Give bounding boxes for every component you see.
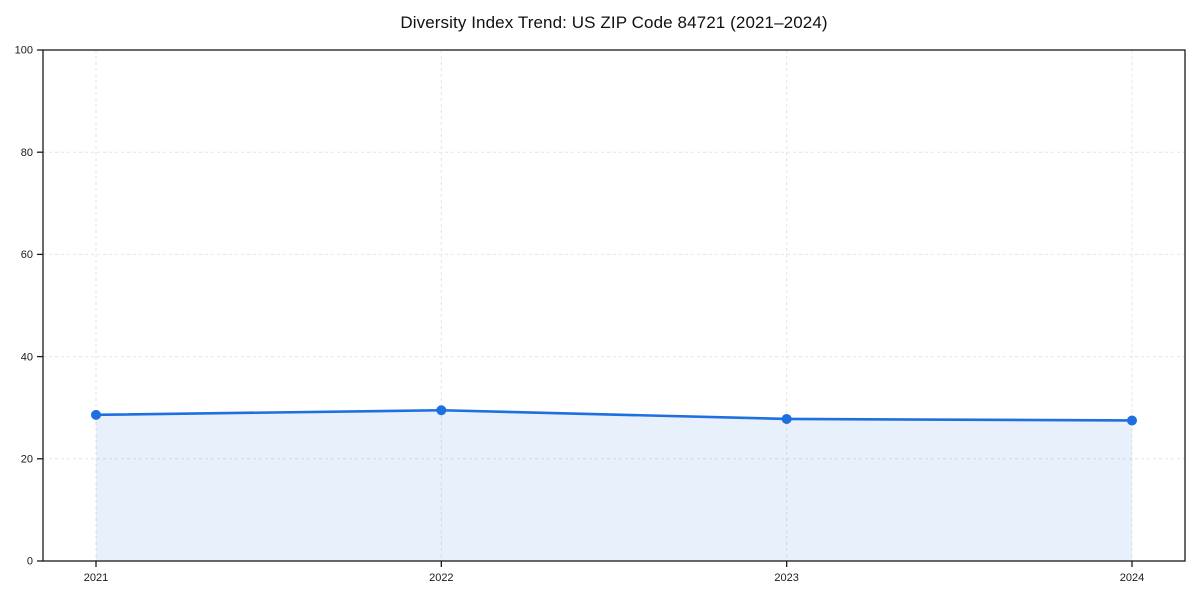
plot-border bbox=[42, 49, 1186, 562]
y-axis-tick-label: 80 bbox=[21, 147, 33, 159]
data-point-2022 bbox=[436, 405, 447, 416]
x-axis-tick-label: 2021 bbox=[84, 572, 108, 584]
y-axis-tick-label: 20 bbox=[21, 454, 33, 466]
chart-title: Diversity Index Trend: US ZIP Code 84721… bbox=[400, 13, 828, 32]
data-point-2024 bbox=[1127, 415, 1137, 426]
x-axis-tick-label: 2022 bbox=[429, 572, 453, 584]
y-axis-tick-label: 60 bbox=[21, 249, 33, 261]
y-axis-tick-label: 40 bbox=[21, 351, 33, 363]
y-axis-tick-label: 100 bbox=[15, 45, 33, 57]
y-axis-tick-label: 0 bbox=[27, 556, 33, 568]
data-point-2021 bbox=[91, 409, 101, 420]
x-axis-tick-label: 2024 bbox=[1120, 572, 1144, 584]
x-axis-tick-label: 2023 bbox=[774, 572, 798, 584]
data-point-2023 bbox=[781, 413, 792, 424]
area-fill bbox=[96, 410, 1132, 561]
trend-line bbox=[94, 408, 1134, 422]
